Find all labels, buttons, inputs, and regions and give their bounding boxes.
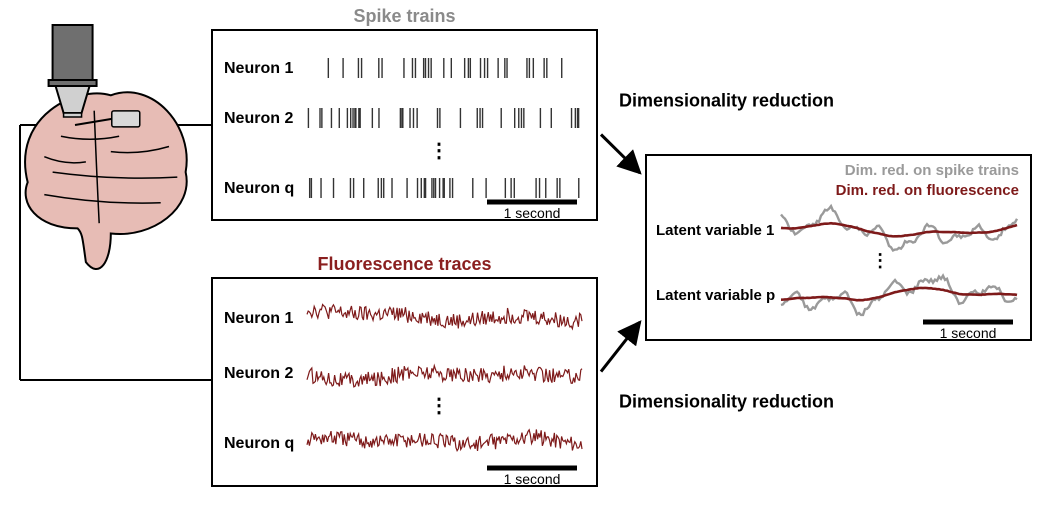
brain [25,92,187,269]
ellipsis: ⋮ [429,395,449,417]
fluor-row-label: Neuron 2 [224,365,293,382]
legend-spike: Dim. red. on spike trains [845,162,1019,179]
spike-trains-panel: Spike trains Neuron 1 Neuron 2 Neuron q ⋮ 1 s… [212,6,597,221]
fluorescence-title: Fluorescence traces [317,254,491,274]
spike-row-label: Neuron 1 [224,60,293,77]
spike-row-label: Neuron q [224,180,294,197]
latent-row-label: Latent variable 1 [656,222,774,239]
spike-row-label: Neuron 2 [224,110,293,127]
arrow-top-label: Dimensionality reduction [619,91,834,111]
ellipsis: ⋮ [429,140,449,162]
fluor-row-label: Neuron 1 [224,310,293,327]
arrow-bottom-label: Dimensionality reduction [619,392,834,412]
scalebar-label: 1 second [940,325,997,341]
arrow-bottom [601,322,640,372]
spike-trains-title: Spike trains [353,6,455,26]
brain-microscope [20,25,212,380]
recording-window [112,111,140,127]
legend-fluor: Dim. red. on fluorescence [836,182,1019,199]
scalebar-label: 1 second [504,471,561,487]
ellipsis: ⋮ [871,251,889,271]
fluor-row-label: Neuron q [224,435,294,452]
latent-row-label: Latent variable p [656,287,775,304]
latent-panel: Dim. red. on spike trains Dim. red. on fl… [646,155,1031,341]
scalebar-label: 1 second [504,205,561,221]
fluorescence-panel: Fluorescence traces Neuron 1 Neuron 2 Neuro… [212,254,597,487]
arrow-top [601,135,640,174]
